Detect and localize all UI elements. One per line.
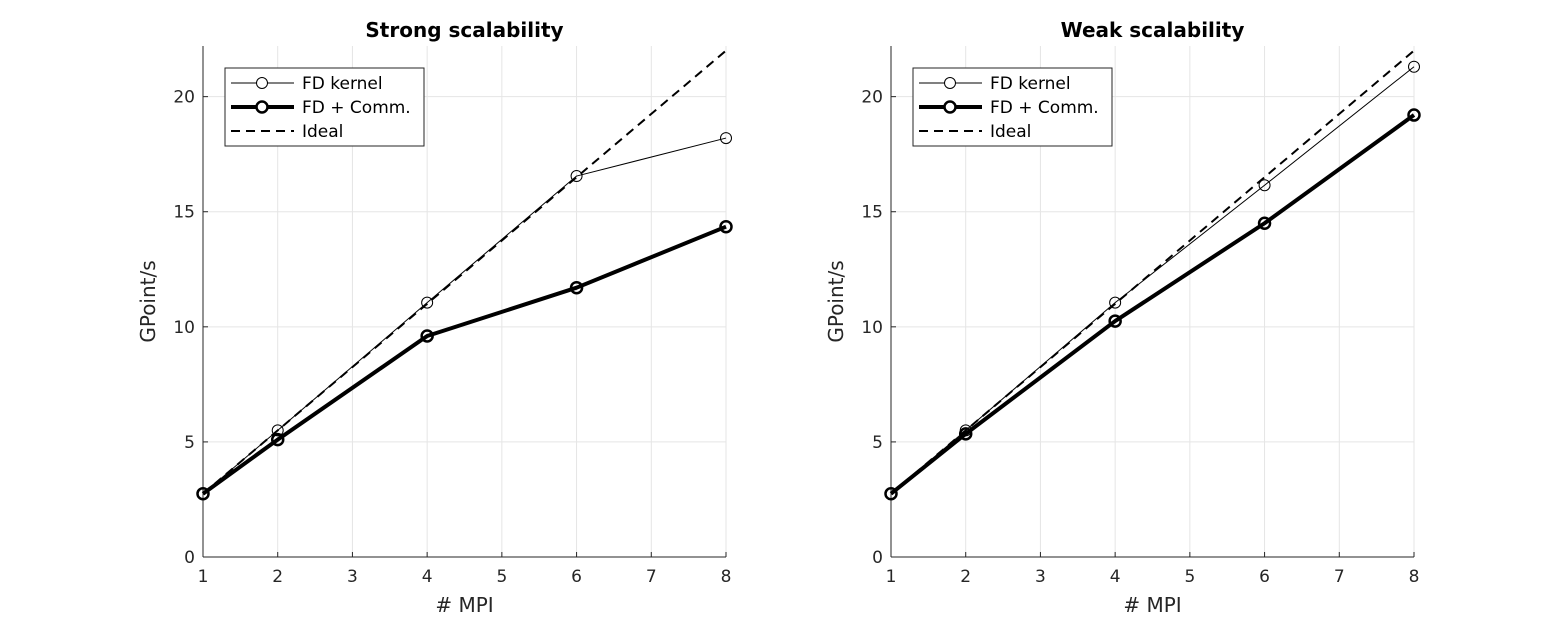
y-tick-label: 15 <box>861 203 883 223</box>
legend-label-1: FD kernel <box>990 74 1071 94</box>
x-tick-label: 2 <box>272 567 283 587</box>
x-tick-label: 4 <box>422 567 433 587</box>
data-point <box>420 329 434 343</box>
data-point <box>884 486 898 501</box>
y-tick-label: 5 <box>872 433 883 453</box>
y-tick-label: 0 <box>184 548 195 568</box>
legend-marker <box>256 77 268 89</box>
x-tick-label: 1 <box>886 567 897 587</box>
data-point <box>1257 216 1272 230</box>
y-tick-label: 0 <box>872 548 883 568</box>
series-line-2 <box>889 113 1416 496</box>
x-tick-label: 8 <box>1409 567 1420 587</box>
legend-marker <box>255 100 269 114</box>
x-tick-label: 6 <box>571 567 582 587</box>
data-point <box>1109 296 1122 309</box>
data-point <box>1407 108 1421 122</box>
legend: FD kernel FD + Comm. Ideal <box>912 67 1113 147</box>
x-tick-label: 3 <box>347 567 358 587</box>
legend-marker <box>943 100 957 114</box>
x-axis-label: # MPI <box>435 593 493 617</box>
data-point <box>1408 60 1420 73</box>
y-tick-label: 20 <box>173 88 195 108</box>
data-point <box>1108 314 1122 328</box>
data-point <box>720 132 732 145</box>
x-tick-label: 6 <box>1259 567 1270 587</box>
x-tick-label: 7 <box>1334 567 1345 587</box>
legend-label-3: Ideal <box>990 122 1031 142</box>
x-tick-label: 1 <box>198 567 209 587</box>
y-tick-label: 10 <box>861 318 883 338</box>
legend-label-2: FD + Comm. <box>990 98 1099 118</box>
data-point <box>570 170 583 183</box>
data-point <box>270 432 285 447</box>
x-tick-label: 5 <box>496 567 507 587</box>
y-tick-label: 20 <box>861 88 883 108</box>
data-point <box>196 486 210 501</box>
data-point <box>719 219 733 234</box>
x-tick-label: 3 <box>1035 567 1046 587</box>
data-point <box>421 296 434 309</box>
data-point <box>1258 179 1271 192</box>
legend-label-3: Ideal <box>302 122 343 142</box>
legend-marker <box>944 77 956 89</box>
x-tick-label: 8 <box>721 567 732 587</box>
y-tick-label: 5 <box>184 433 195 453</box>
series-line-3 <box>890 49 1415 495</box>
x-axis-label: # MPI <box>1123 593 1181 617</box>
series-line-3 <box>202 49 727 495</box>
series-line-1 <box>202 137 727 495</box>
chart-panel-2: 1 2 3 4 5 6 7 8 0 5 10 15 20 # MPI GPoint/s Weak scalab… <box>824 18 1421 617</box>
y-axis-label: GPoint/s <box>824 260 848 342</box>
y-tick-label: 15 <box>173 203 195 223</box>
x-tick-label: 7 <box>646 567 657 587</box>
x-tick-label: 4 <box>1110 567 1121 587</box>
data-point <box>569 280 584 295</box>
chart-panel-1: 1 2 3 4 5 6 7 8 0 5 10 15 20 # MPI GPoint/s Strong scal… <box>136 18 733 617</box>
data-point <box>271 424 284 437</box>
legend-label-1: FD kernel <box>302 74 383 94</box>
x-tick-label: 5 <box>1184 567 1195 587</box>
y-axis-label: GPoint/s <box>136 260 160 342</box>
y-tick-label: 10 <box>173 318 195 338</box>
chart-title: Weak scalability <box>1061 18 1245 42</box>
x-tick-label: 2 <box>960 567 971 587</box>
chart-title: Strong scalability <box>365 18 563 42</box>
legend-label-2: FD + Comm. <box>302 98 411 118</box>
series-line-2 <box>201 224 727 496</box>
legend: FD kernel FD + Comm. Ideal <box>224 67 425 147</box>
